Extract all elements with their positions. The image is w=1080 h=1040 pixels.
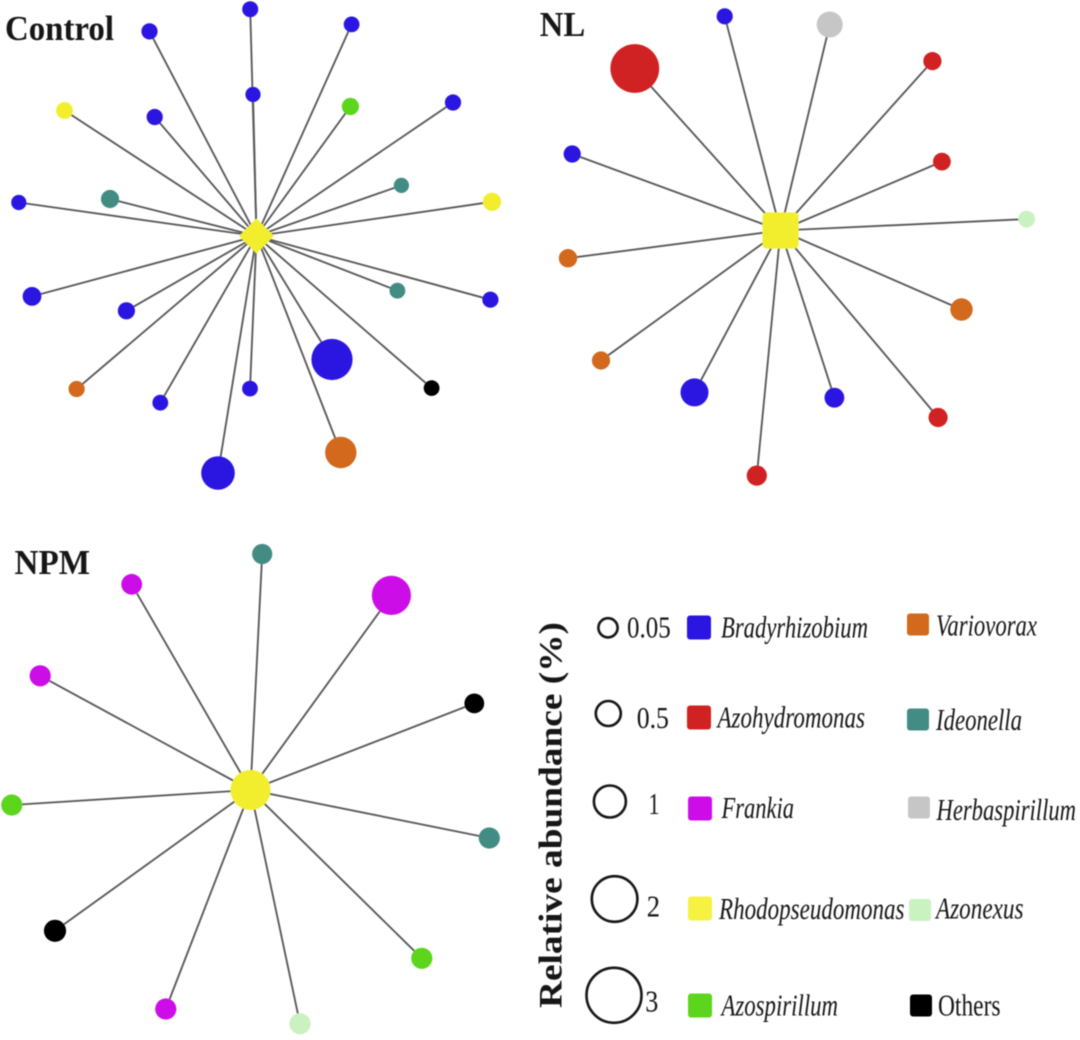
svg-text:2: 2 — [647, 889, 660, 924]
svg-text:NL: NL — [540, 5, 586, 44]
svg-text:Frankia: Frankia — [721, 790, 794, 825]
svg-text:Bradyrhizobium: Bradyrhizobium — [721, 610, 868, 645]
svg-text:Variovorax: Variovorax — [936, 608, 1037, 643]
svg-text:Control: Control — [5, 9, 114, 48]
svg-text:Azospirillum: Azospirillum — [720, 988, 838, 1023]
svg-text:Ideonella: Ideonella — [935, 702, 1022, 737]
svg-text:1: 1 — [649, 786, 660, 821]
svg-text:3: 3 — [645, 984, 658, 1019]
svg-text:Herbaspirillum: Herbaspirillum — [936, 792, 1076, 827]
svg-text:Azonexus: Azonexus — [935, 891, 1024, 926]
svg-text:0.5: 0.5 — [637, 700, 669, 735]
svg-text:Relative abundance (%): Relative abundance (%) — [534, 622, 570, 1008]
svg-text:Others: Others — [938, 988, 1001, 1023]
svg-text:Rhodopseudomonas: Rhodopseudomonas — [718, 891, 904, 926]
svg-text:0.05: 0.05 — [627, 610, 671, 645]
svg-text:Azohydromonas: Azohydromonas — [716, 700, 865, 735]
svg-text:NPM: NPM — [15, 543, 91, 582]
